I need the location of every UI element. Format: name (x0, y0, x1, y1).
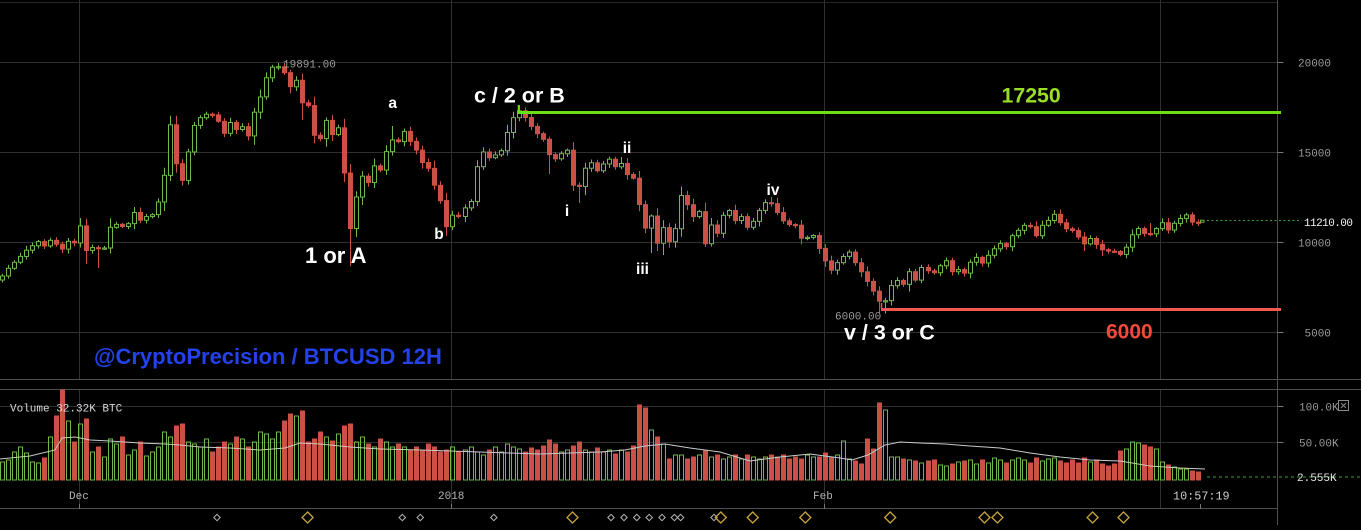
svg-text:10000: 10000 (1298, 239, 1331, 251)
svg-text:2018: 2018 (438, 491, 464, 503)
svg-text:a: a (388, 95, 397, 112)
svg-text:10:57:19: 10:57:19 (1173, 490, 1230, 504)
svg-text:15000: 15000 (1298, 149, 1331, 161)
svg-text:Feb: Feb (813, 491, 833, 503)
svg-text:c / 2 or B: c / 2 or B (474, 84, 565, 108)
svg-text:i: i (565, 203, 569, 220)
svg-text:19891.00: 19891.00 (283, 60, 336, 72)
svg-text:11210.00: 11210.00 (1304, 218, 1352, 230)
svg-text:iv: iv (767, 182, 780, 199)
svg-text:6000: 6000 (1106, 321, 1153, 344)
svg-text:17250: 17250 (1002, 84, 1061, 108)
svg-text:v / 3 or C: v / 3 or C (844, 321, 935, 345)
svg-text:iii: iii (636, 261, 649, 278)
svg-text:6000.00: 6000.00 (835, 312, 881, 324)
svg-text:ii: ii (623, 140, 632, 157)
svg-text:Dec: Dec (69, 491, 89, 503)
svg-text:20000: 20000 (1298, 59, 1331, 71)
svg-text:100.0K: 100.0K (1299, 403, 1339, 415)
svg-text:@CryptoPrecision / BTCUSD 12H: @CryptoPrecision / BTCUSD 12H (94, 344, 442, 369)
svg-text:2.555K: 2.555K (1297, 473, 1337, 485)
svg-text:50.00K: 50.00K (1299, 439, 1339, 451)
svg-text:5000: 5000 (1305, 329, 1331, 341)
svg-text:Volume 32.32K BTC: Volume 32.32K BTC (10, 404, 123, 416)
svg-text:1 or A: 1 or A (305, 243, 367, 268)
svg-text:b: b (434, 226, 443, 243)
